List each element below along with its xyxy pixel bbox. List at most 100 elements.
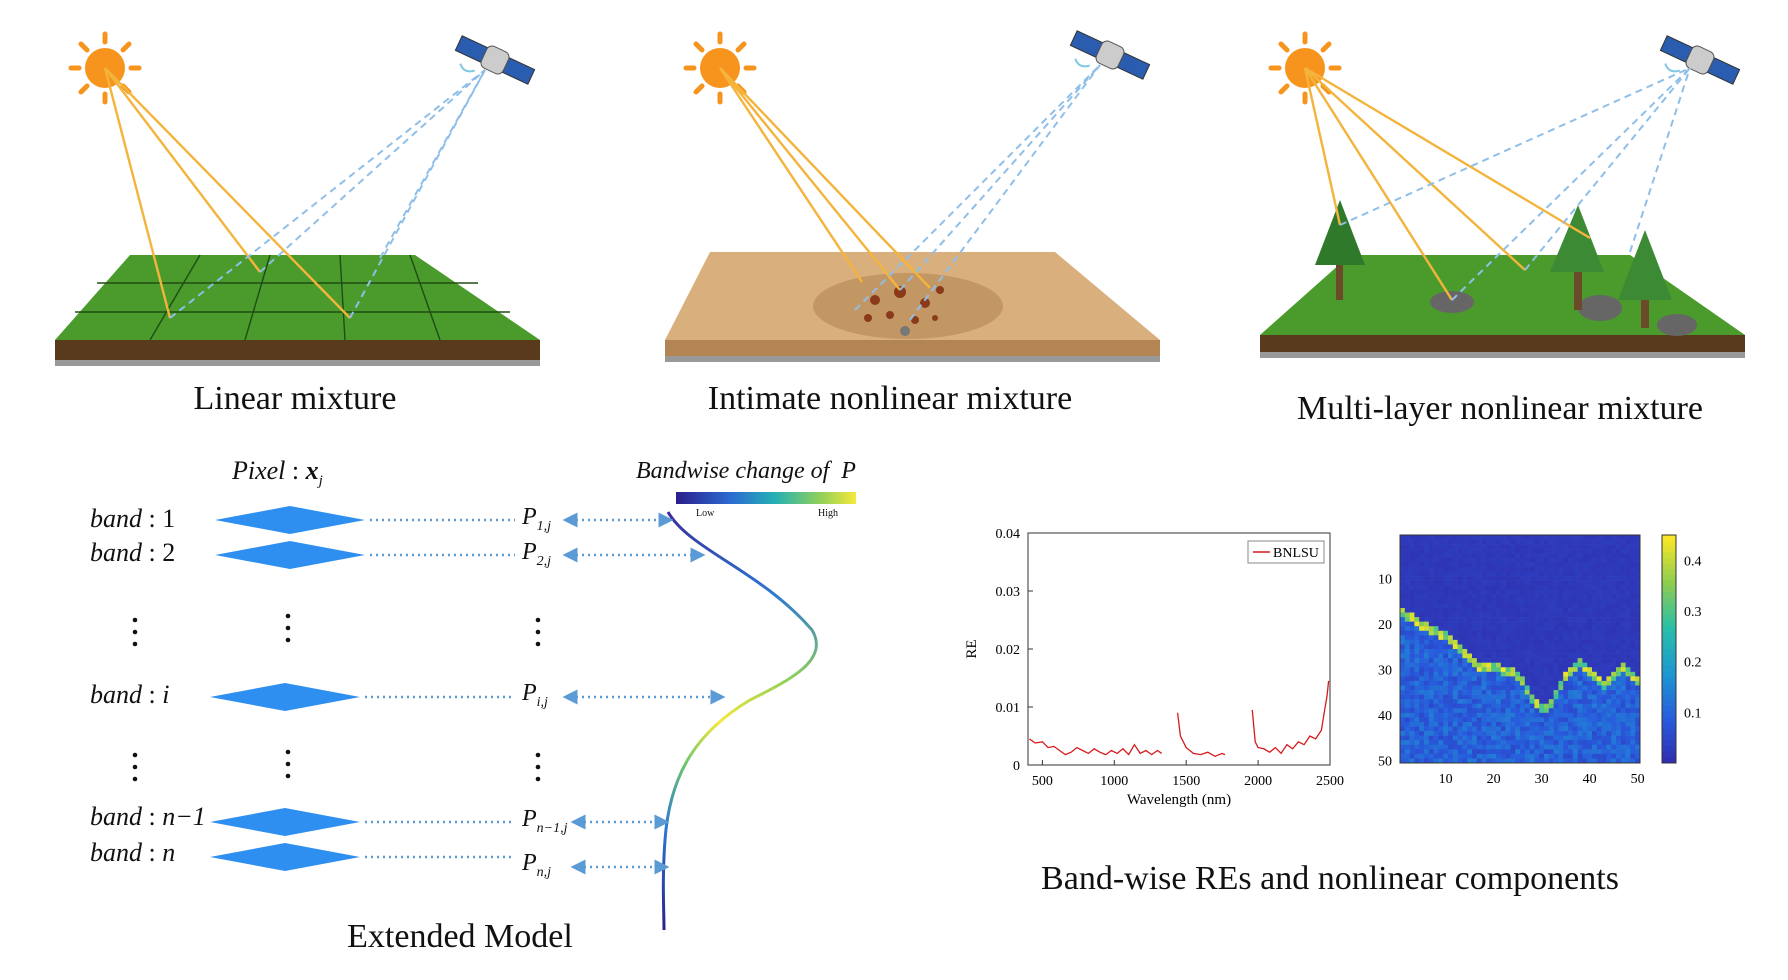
heatmap-cell bbox=[1462, 557, 1468, 563]
heatmap-cell bbox=[1433, 721, 1439, 727]
heatmap-cell bbox=[1443, 699, 1449, 705]
heatmap-cell bbox=[1496, 649, 1502, 654]
heatmap-cell bbox=[1596, 676, 1602, 682]
heatmap-cell bbox=[1625, 680, 1631, 686]
heatmap-cell bbox=[1505, 576, 1511, 581]
heatmap-cell bbox=[1596, 712, 1602, 718]
heatmap-cell bbox=[1568, 630, 1574, 636]
heatmap-cell bbox=[1472, 607, 1478, 613]
heatmap-cell bbox=[1419, 557, 1425, 563]
heatmap-cell bbox=[1400, 626, 1406, 632]
heatmap-cell bbox=[1400, 607, 1406, 613]
heatmap-cell bbox=[1400, 680, 1406, 686]
heatmap-cell bbox=[1500, 699, 1506, 705]
heatmap-cell bbox=[1577, 598, 1583, 604]
heatmap-cell bbox=[1400, 717, 1406, 723]
heatmap-cell bbox=[1625, 753, 1631, 759]
heatmap-cell bbox=[1496, 617, 1502, 622]
heatmap-cell bbox=[1496, 708, 1502, 714]
heatmap-cell bbox=[1481, 694, 1487, 700]
heatmap-cell bbox=[1500, 685, 1506, 691]
heatmap-cell bbox=[1635, 680, 1641, 686]
heatmap-cell bbox=[1572, 571, 1578, 577]
heatmap-cell bbox=[1419, 676, 1425, 682]
heatmap-cell bbox=[1553, 635, 1559, 641]
heatmap-cell bbox=[1448, 740, 1454, 746]
heatmap-cell bbox=[1534, 562, 1540, 568]
heatmap-cell bbox=[1544, 708, 1550, 714]
heatmap-cell bbox=[1529, 607, 1535, 613]
heatmap-cell bbox=[1457, 717, 1463, 723]
heatmap-cell bbox=[1486, 690, 1492, 695]
heatmap-cell bbox=[1443, 571, 1449, 577]
heatmap-cell bbox=[1635, 740, 1641, 746]
heatmap-cell bbox=[1524, 557, 1530, 563]
heatmap-cell bbox=[1635, 721, 1641, 727]
heatmap-cell bbox=[1472, 708, 1478, 714]
heatmap-cell bbox=[1611, 667, 1617, 673]
heatmap-cell bbox=[1553, 753, 1559, 759]
heatmap-cell bbox=[1558, 671, 1564, 677]
heatmap-cell bbox=[1433, 553, 1439, 559]
heatmap-cell bbox=[1587, 626, 1593, 632]
heatmap-cell bbox=[1520, 676, 1526, 682]
heatmap-cell bbox=[1534, 544, 1540, 549]
heatmap-cell bbox=[1496, 685, 1502, 691]
heatmap-cell bbox=[1496, 635, 1502, 641]
heatmap-cell bbox=[1596, 607, 1602, 613]
heatmap-cell bbox=[1625, 566, 1631, 572]
heatmap-cell bbox=[1548, 607, 1554, 613]
heatmap-cell bbox=[1500, 639, 1506, 645]
heatmap-cell bbox=[1630, 630, 1636, 636]
heatmap-cell bbox=[1630, 753, 1636, 759]
heatmap-cell bbox=[1481, 676, 1487, 682]
heatmap-cell bbox=[1452, 708, 1458, 714]
heatmap-cell bbox=[1409, 685, 1415, 691]
heatmap-cell bbox=[1620, 598, 1626, 604]
heatmap-cell bbox=[1510, 726, 1516, 732]
sun-rays bbox=[103, 67, 351, 319]
heatmap-cell bbox=[1563, 535, 1569, 540]
heatmap-cell bbox=[1587, 548, 1593, 554]
heatmap-cell bbox=[1539, 557, 1545, 563]
y-tick-label: 10 bbox=[1378, 572, 1392, 587]
heatmap-cell bbox=[1558, 653, 1564, 659]
heatmap-cell bbox=[1625, 598, 1631, 604]
heatmap-cell bbox=[1419, 662, 1425, 668]
heatmap-cell bbox=[1534, 740, 1540, 746]
heatmap-cell bbox=[1433, 585, 1439, 591]
heatmap-cell bbox=[1630, 680, 1636, 686]
heatmap-cell bbox=[1553, 653, 1559, 659]
heatmap-cell bbox=[1587, 607, 1593, 613]
heatmap-cell bbox=[1457, 685, 1463, 691]
heatmap-cell bbox=[1400, 544, 1406, 549]
heatmap-cell bbox=[1510, 539, 1516, 545]
heatmap-cell bbox=[1606, 621, 1612, 627]
heatmap-cell bbox=[1452, 690, 1458, 695]
heatmap-cell bbox=[1625, 744, 1631, 750]
heatmap-cell bbox=[1433, 749, 1439, 755]
heatmap-cell bbox=[1582, 685, 1588, 691]
heatmap-cell bbox=[1596, 753, 1602, 759]
heatmap-cell bbox=[1472, 562, 1478, 568]
heatmap-cell bbox=[1433, 712, 1439, 718]
heatmap-cell bbox=[1524, 712, 1530, 718]
heatmap-cell bbox=[1438, 749, 1444, 755]
heatmap-cell bbox=[1452, 598, 1458, 604]
heatmap-cell bbox=[1544, 662, 1550, 668]
heatmap-cell bbox=[1563, 617, 1569, 622]
heatmap-cell bbox=[1452, 740, 1458, 746]
heatmap-cell bbox=[1548, 676, 1554, 682]
heatmap-cell bbox=[1582, 607, 1588, 613]
heatmap-cell bbox=[1568, 548, 1574, 554]
heatmap-cell bbox=[1616, 690, 1622, 695]
heatmap-cell bbox=[1515, 635, 1521, 641]
heatmap-cell bbox=[1496, 721, 1502, 727]
heatmap-cell bbox=[1577, 694, 1583, 700]
heatmap-cell bbox=[1424, 585, 1430, 591]
heatmap-cell bbox=[1534, 635, 1540, 641]
heatmap-cell bbox=[1414, 626, 1420, 632]
heatmap-cell bbox=[1500, 735, 1506, 741]
heatmap-cell bbox=[1515, 535, 1521, 540]
heatmap-cell bbox=[1496, 644, 1502, 650]
